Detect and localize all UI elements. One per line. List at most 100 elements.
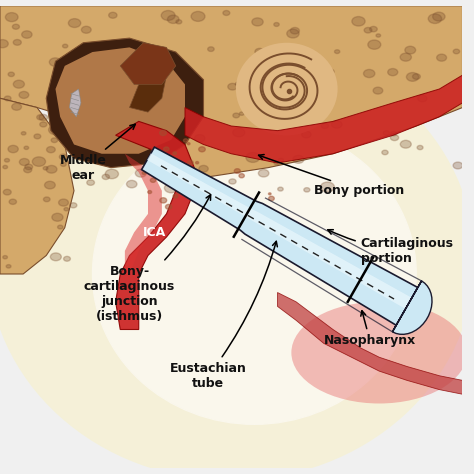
Ellipse shape (19, 91, 29, 99)
Ellipse shape (161, 10, 175, 20)
Ellipse shape (148, 191, 152, 193)
Ellipse shape (278, 187, 283, 191)
Ellipse shape (46, 146, 55, 153)
Ellipse shape (258, 170, 269, 177)
Ellipse shape (36, 115, 44, 120)
Ellipse shape (4, 158, 9, 162)
Ellipse shape (368, 40, 381, 49)
Ellipse shape (105, 169, 118, 179)
Ellipse shape (67, 142, 77, 149)
Ellipse shape (150, 178, 156, 182)
Ellipse shape (155, 55, 168, 64)
Ellipse shape (248, 62, 259, 70)
Ellipse shape (3, 255, 8, 259)
Ellipse shape (68, 121, 74, 126)
Polygon shape (392, 281, 432, 334)
Ellipse shape (152, 148, 156, 151)
Ellipse shape (182, 168, 189, 173)
Ellipse shape (51, 138, 58, 143)
Ellipse shape (92, 124, 416, 424)
Polygon shape (120, 43, 176, 84)
Text: Nasopharynx: Nasopharynx (324, 310, 416, 347)
Ellipse shape (194, 135, 205, 142)
Ellipse shape (173, 152, 177, 155)
Ellipse shape (293, 155, 304, 164)
Ellipse shape (308, 51, 314, 56)
Ellipse shape (164, 147, 169, 151)
Ellipse shape (319, 115, 325, 119)
Ellipse shape (32, 157, 46, 166)
Ellipse shape (8, 146, 18, 153)
Ellipse shape (142, 172, 146, 174)
Ellipse shape (278, 158, 283, 162)
Ellipse shape (49, 125, 62, 135)
Ellipse shape (331, 120, 342, 128)
Ellipse shape (433, 12, 445, 21)
Ellipse shape (370, 27, 377, 32)
Ellipse shape (428, 14, 442, 24)
Ellipse shape (53, 92, 65, 101)
Ellipse shape (194, 187, 198, 191)
Ellipse shape (255, 48, 264, 55)
Ellipse shape (24, 146, 28, 149)
Ellipse shape (191, 11, 205, 21)
Ellipse shape (44, 197, 50, 202)
Ellipse shape (19, 158, 29, 165)
Ellipse shape (25, 164, 33, 170)
Ellipse shape (167, 15, 179, 23)
Ellipse shape (235, 82, 240, 86)
Ellipse shape (160, 137, 170, 144)
Ellipse shape (64, 208, 69, 211)
Ellipse shape (100, 60, 107, 65)
Ellipse shape (280, 113, 286, 118)
Ellipse shape (13, 39, 21, 45)
Ellipse shape (87, 180, 94, 185)
Ellipse shape (70, 203, 77, 208)
Ellipse shape (66, 113, 74, 119)
Ellipse shape (6, 264, 11, 268)
Text: Bony-
cartilaginous
junction
(isthmus): Bony- cartilaginous junction (isthmus) (84, 195, 210, 323)
Text: Bony portion: Bony portion (259, 155, 405, 197)
Ellipse shape (252, 18, 263, 26)
Ellipse shape (223, 10, 230, 16)
Ellipse shape (327, 69, 334, 74)
Ellipse shape (24, 167, 32, 173)
Ellipse shape (246, 153, 260, 163)
Ellipse shape (61, 135, 69, 141)
Ellipse shape (13, 80, 25, 88)
Ellipse shape (63, 44, 68, 48)
Ellipse shape (304, 188, 310, 192)
Ellipse shape (254, 209, 259, 213)
Ellipse shape (182, 191, 185, 194)
Text: Eustachian
tube: Eustachian tube (170, 241, 277, 390)
Ellipse shape (301, 131, 311, 138)
Ellipse shape (176, 188, 183, 193)
Ellipse shape (203, 189, 208, 192)
Ellipse shape (139, 94, 152, 104)
Ellipse shape (228, 191, 234, 196)
Ellipse shape (187, 143, 190, 145)
Polygon shape (116, 121, 194, 329)
Ellipse shape (364, 27, 372, 33)
Polygon shape (46, 38, 203, 168)
Ellipse shape (97, 76, 102, 80)
Ellipse shape (49, 58, 61, 66)
Ellipse shape (9, 199, 17, 204)
Ellipse shape (34, 134, 41, 139)
Ellipse shape (405, 46, 416, 54)
Ellipse shape (68, 18, 81, 27)
Ellipse shape (3, 189, 11, 195)
Ellipse shape (286, 129, 291, 133)
Polygon shape (147, 153, 412, 309)
Ellipse shape (39, 114, 48, 120)
Ellipse shape (109, 112, 121, 121)
Ellipse shape (239, 112, 244, 115)
Ellipse shape (5, 13, 18, 22)
Ellipse shape (12, 103, 21, 110)
Polygon shape (125, 154, 162, 274)
Ellipse shape (52, 213, 63, 221)
Ellipse shape (113, 99, 120, 104)
Ellipse shape (376, 34, 381, 37)
Ellipse shape (400, 140, 411, 148)
Ellipse shape (123, 109, 128, 113)
